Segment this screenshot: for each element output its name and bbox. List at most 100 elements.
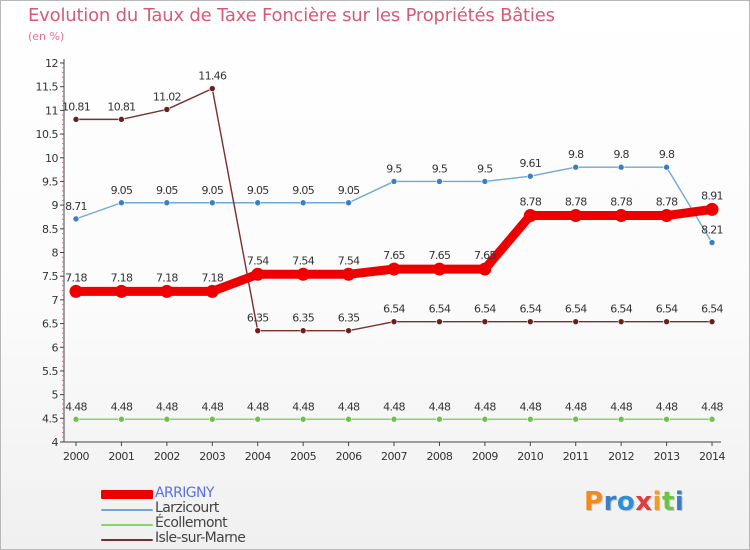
data-point-arrigny — [342, 267, 356, 281]
data-point-isle-sur-marne — [254, 327, 262, 334]
x-tick-label: 2003 — [199, 450, 225, 463]
data-point-isle-sur-marne — [617, 318, 625, 325]
data-point-ecollemont — [708, 415, 716, 423]
x-tick-label: 2011 — [563, 450, 589, 463]
data-label-ecollemont: 4.48 — [383, 400, 405, 413]
data-point-larzicourt — [390, 178, 398, 185]
legend-label: Isle-sur-Marne — [155, 530, 246, 546]
data-point-arrigny — [387, 262, 401, 276]
data-point-arrigny — [114, 284, 128, 298]
data-label-ecollemont: 4.48 — [429, 400, 451, 413]
data-point-ecollemont — [118, 415, 125, 423]
data-label-larzicourt: 9.8 — [613, 148, 629, 161]
legend-swatch — [101, 539, 153, 541]
x-tick-label: 2013 — [654, 450, 680, 463]
logo-letter: t — [661, 487, 675, 517]
chart-title: Evolution du Taux de Taxe Foncière sur l… — [28, 5, 555, 26]
data-label-ecollemont: 4.48 — [201, 400, 223, 413]
data-point-ecollemont — [617, 415, 625, 423]
data-label-arrigny: 8.78 — [519, 196, 541, 209]
data-label-isle-sur-marne: 10.81 — [107, 100, 135, 113]
y-tick-label: 11.5 — [36, 81, 59, 94]
data-point-arrigny — [432, 262, 446, 276]
data-point-isle-sur-marne — [572, 318, 580, 325]
data-label-isle-sur-marne: 6.54 — [429, 303, 451, 316]
y-tick-label: 9.5 — [42, 175, 58, 188]
data-point-ecollemont — [299, 415, 307, 423]
data-point-arrigny — [296, 267, 310, 281]
data-label-arrigny: 7.65 — [474, 249, 496, 262]
y-tick-label: 7 — [52, 294, 59, 307]
data-label-isle-sur-marne: 6.35 — [338, 312, 360, 325]
data-point-isle-sur-marne — [163, 106, 171, 113]
logo-letter: x — [635, 487, 653, 517]
y-tick-label: 7.5 — [42, 270, 58, 283]
y-tick-label: 10.5 — [36, 128, 59, 141]
data-point-larzicourt — [72, 215, 80, 223]
y-tick-label: 10 — [45, 152, 58, 165]
y-tick-label: 4 — [52, 436, 59, 449]
data-point-ecollemont — [526, 415, 534, 423]
data-label-larzicourt: 9.05 — [247, 184, 269, 197]
data-label-arrigny: 7.54 — [338, 254, 360, 267]
data-point-isle-sur-marne — [481, 318, 489, 325]
data-point-ecollemont — [208, 415, 216, 423]
data-point-larzicourt — [708, 239, 716, 246]
data-label-isle-sur-marne: 6.35 — [247, 312, 269, 325]
data-point-arrigny — [614, 209, 628, 223]
data-label-isle-sur-marne: 6.54 — [474, 303, 496, 316]
y-tick-label: 8 — [52, 247, 59, 260]
data-label-arrigny: 7.18 — [156, 271, 178, 284]
data-point-isle-sur-marne — [118, 116, 125, 123]
data-label-larzicourt: 9.05 — [111, 184, 133, 197]
data-point-isle-sur-marne — [208, 85, 216, 92]
data-point-isle-sur-marne — [436, 318, 443, 325]
data-label-arrigny: 7.54 — [292, 254, 314, 267]
legend-label: Écollemont — [155, 515, 228, 531]
x-tick-label: 2001 — [108, 450, 134, 463]
data-label-larzicourt: 9.5 — [477, 162, 493, 175]
data-label-ecollemont: 4.48 — [338, 400, 360, 413]
data-label-arrigny: 8.91 — [701, 189, 723, 202]
data-label-ecollemont: 4.48 — [292, 400, 314, 413]
legend-swatch — [101, 490, 153, 499]
x-tick-label: 2004 — [245, 450, 271, 463]
data-label-isle-sur-marne: 6.54 — [610, 303, 632, 316]
logo-letter: i — [652, 487, 662, 517]
data-point-isle-sur-marne — [299, 327, 307, 334]
x-tick-label: 2006 — [336, 450, 362, 463]
y-tick-label: 11 — [45, 104, 58, 117]
data-point-larzicourt — [436, 178, 443, 185]
data-label-isle-sur-marne: 11.02 — [153, 90, 181, 103]
data-point-ecollemont — [254, 415, 262, 423]
data-label-isle-sur-marne: 6.54 — [565, 303, 587, 316]
data-label-ecollemont: 4.48 — [247, 400, 269, 413]
data-point-ecollemont — [572, 415, 580, 423]
data-point-ecollemont — [436, 415, 443, 423]
y-tick-label: 12 — [45, 57, 58, 70]
data-point-larzicourt — [481, 178, 489, 185]
data-point-ecollemont — [663, 415, 670, 423]
data-label-larzicourt: 9.05 — [156, 184, 178, 197]
data-label-larzicourt: 9.5 — [432, 162, 448, 175]
x-tick-label: 2007 — [381, 450, 407, 463]
y-tick-label: 5 — [52, 389, 59, 402]
data-point-arrigny — [569, 209, 583, 223]
data-label-larzicourt: 8.21 — [701, 224, 723, 237]
data-label-larzicourt: 9.8 — [568, 148, 584, 161]
data-label-larzicourt: 9.61 — [519, 157, 541, 170]
data-point-arrigny — [478, 262, 492, 276]
data-point-isle-sur-marne — [345, 327, 352, 334]
y-tick-label: 4.5 — [42, 412, 58, 425]
data-label-arrigny: 8.78 — [610, 196, 632, 209]
data-label-arrigny: 7.54 — [247, 254, 269, 267]
x-tick-label: 2005 — [290, 450, 316, 463]
data-point-arrigny — [705, 202, 719, 216]
data-point-larzicourt — [163, 199, 171, 207]
data-point-ecollemont — [481, 415, 489, 423]
data-point-ecollemont — [390, 415, 398, 423]
data-label-arrigny: 7.18 — [111, 271, 133, 284]
x-tick-label: 2014 — [699, 450, 725, 463]
data-point-arrigny — [523, 209, 537, 223]
